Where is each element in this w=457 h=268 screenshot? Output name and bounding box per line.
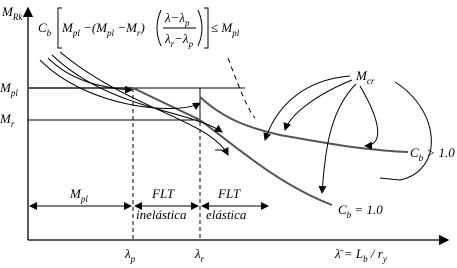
formula-part: λ−λp <box>164 10 190 28</box>
subscript: b <box>419 153 424 163</box>
subscript: r <box>171 39 175 49</box>
subscript: p <box>184 18 190 28</box>
text-part: λ−λ <box>164 10 185 25</box>
subscript: pl <box>231 28 240 38</box>
text-part: > 1.0 <box>423 145 455 160</box>
formula-part: λr−λp <box>164 31 194 49</box>
subscript: cr <box>367 76 375 86</box>
text-part: λ <box>194 246 201 261</box>
curve-mcr-dash <box>227 57 256 119</box>
subscript: b <box>47 28 52 38</box>
text-part: M <box>1 4 14 19</box>
labels: MRk Mpl Mr Mcr Cb > 1.0 Cb = 1.0 λp λr λ… <box>0 4 455 264</box>
text-part: FLT <box>151 186 175 201</box>
text-part: C <box>410 145 419 160</box>
bracket <box>57 7 62 49</box>
text-part: / r <box>368 246 384 261</box>
formula-arrow <box>47 57 133 94</box>
subscript: Rk <box>12 12 23 22</box>
subscript: p <box>130 254 136 264</box>
subscript: r <box>201 254 205 264</box>
text-part: λ <box>124 246 131 261</box>
text-part: ) <box>139 20 144 35</box>
y-axis-label: MRk <box>1 4 23 22</box>
region-label: Mpl <box>69 186 88 204</box>
text-part: −λ <box>174 31 189 46</box>
subscript: r <box>11 119 15 129</box>
region-label: inelástica <box>136 207 187 222</box>
subscript: b <box>363 254 368 264</box>
curve-cb-1 <box>28 87 333 206</box>
text-part: C <box>338 202 347 217</box>
text-part: M <box>61 20 74 35</box>
subscript: p <box>188 39 194 49</box>
lambda-r-label: λr <box>194 246 205 264</box>
mcr-arrow <box>379 81 432 181</box>
lambda-p-label: λp <box>124 246 136 264</box>
text-part: M <box>355 68 368 83</box>
formula-arrow <box>51 54 223 133</box>
subscript: pl <box>72 28 81 38</box>
mcr-arrow <box>283 79 353 131</box>
formula-arrow <box>39 59 201 111</box>
paren <box>156 9 162 47</box>
mcr-arrow <box>263 75 351 141</box>
x-axis-label: λ̄ = Lb / ry <box>334 246 387 264</box>
text-part: inelástica <box>136 207 187 222</box>
subscript: y <box>382 254 387 264</box>
region-label: elástica <box>206 207 247 222</box>
subscript: b <box>347 210 352 220</box>
text-part: λ <box>164 31 171 46</box>
formula-arrow <box>59 51 229 156</box>
cb-gt-label: Cb > 1.0 <box>410 145 455 163</box>
formula-part: Mpl −(Mpl −Mr) <box>61 20 145 38</box>
mr-label: Mr <box>0 111 15 129</box>
formula-part: ≤ Mpl <box>211 20 240 38</box>
text-part: λ̄ = L <box>334 246 363 261</box>
text-part: M <box>0 80 12 95</box>
mcr-label: Mcr <box>355 68 375 86</box>
mpl-label: Mpl <box>0 80 18 98</box>
paren <box>197 9 203 47</box>
subscript: pl <box>80 194 89 204</box>
text-part: M <box>69 186 82 201</box>
text-part: −(M <box>80 20 108 35</box>
region-label: FLT <box>217 186 241 201</box>
cb-eq-label: Cb = 1.0 <box>338 202 383 220</box>
region-label: FLT <box>151 186 175 201</box>
text-part: FLT <box>217 186 241 201</box>
subscript: pl <box>106 28 115 38</box>
text-part: elástica <box>206 207 247 222</box>
subscript: pl <box>10 88 19 98</box>
mcr-arrow <box>359 85 379 150</box>
text-part: M <box>0 111 12 126</box>
text-part: C <box>38 20 47 35</box>
bracket <box>204 7 209 49</box>
subscript: r <box>137 28 141 38</box>
formula-part: Cb <box>38 20 52 38</box>
text-part: = 1.0 <box>351 202 383 217</box>
mcr-arrow <box>318 83 357 194</box>
text-part: ≤ M <box>211 20 233 35</box>
text-part: −M <box>114 20 138 35</box>
